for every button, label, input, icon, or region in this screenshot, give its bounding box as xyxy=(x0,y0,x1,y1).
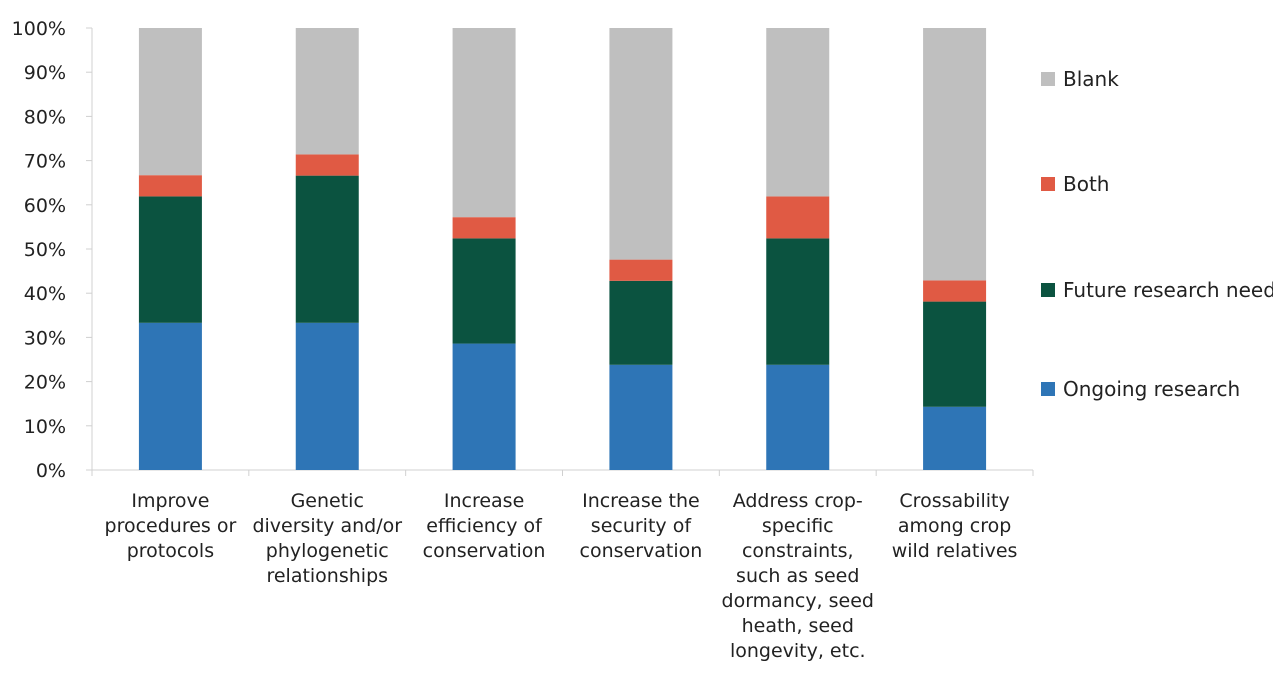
bar-segment-ongoing-research xyxy=(609,364,673,470)
bar-segment-both xyxy=(766,196,830,239)
y-tick-label: 30% xyxy=(24,327,66,349)
x-category-label: Crossability among crop wild relatives xyxy=(892,490,1018,562)
bar-segment-future-research-need xyxy=(138,196,202,323)
bar-segment-blank xyxy=(609,28,673,260)
y-tick-label: 100% xyxy=(12,18,66,40)
legend-label-both: Both xyxy=(1063,172,1109,196)
bar-segment-both xyxy=(923,280,987,302)
bar-segment-future-research-need xyxy=(923,301,987,407)
x-category-label: Genetic diversity and/or phylogenetic relat… xyxy=(252,490,402,587)
bar-segment-blank xyxy=(766,28,830,197)
bar-segment-future-research-need xyxy=(609,280,673,365)
bar-segment-blank xyxy=(138,28,202,176)
legend-label-future-research-need: Future research need xyxy=(1063,278,1273,302)
x-category-label: Increase the security of conservation xyxy=(580,490,703,562)
x-category-label: Improve procedures or protocols xyxy=(105,490,237,562)
y-tick-label: 50% xyxy=(24,239,66,261)
y-tick-label: 80% xyxy=(24,106,66,128)
bar-segment-ongoing-research xyxy=(138,322,202,470)
legend-swatch-ongoing-research xyxy=(1041,382,1055,396)
legend-label-blank: Blank xyxy=(1063,67,1119,91)
bar-segment-ongoing-research xyxy=(766,364,830,470)
legend-swatch-future-research-need xyxy=(1041,283,1055,297)
bar-segment-both xyxy=(452,217,516,239)
bar-segment-ongoing-research xyxy=(295,322,359,470)
legend-swatch-blank xyxy=(1041,72,1055,86)
y-tick-label: 0% xyxy=(36,460,66,482)
legend-swatch-both xyxy=(1041,177,1055,191)
x-category-label: Increase efficiency of conservation xyxy=(423,490,546,562)
y-tick-label: 10% xyxy=(24,416,66,438)
y-tick-label: 90% xyxy=(24,62,66,84)
bar-segment-future-research-need xyxy=(452,238,516,344)
bar-segment-blank xyxy=(452,28,516,218)
bar-segment-both xyxy=(295,154,359,176)
bars xyxy=(138,28,987,470)
bar-segment-blank xyxy=(923,28,987,281)
bar-segment-ongoing-research xyxy=(452,343,516,470)
legend: Blank Both Future research need Ongoing res… xyxy=(1041,67,1273,401)
bar-segment-both xyxy=(138,175,202,197)
bar-segment-future-research-need xyxy=(766,238,830,365)
axes: 0% 10% 20% 30% 40% 50% 60% 70% 80% 90% 100% xyxy=(12,18,1034,482)
y-tick-label: 60% xyxy=(24,195,66,217)
bar-segment-future-research-need xyxy=(295,175,359,323)
bar-segment-ongoing-research xyxy=(923,406,987,470)
bar-segment-both xyxy=(609,259,673,281)
legend-label-ongoing-research: Ongoing research xyxy=(1063,377,1240,401)
y-tick-label: 20% xyxy=(24,372,66,394)
y-tick-label: 40% xyxy=(24,283,66,305)
y-tick-label: 70% xyxy=(24,151,66,173)
x-category-label: Address crop-specific constraints, such as… xyxy=(722,490,874,662)
bar-segment-blank xyxy=(295,28,359,155)
